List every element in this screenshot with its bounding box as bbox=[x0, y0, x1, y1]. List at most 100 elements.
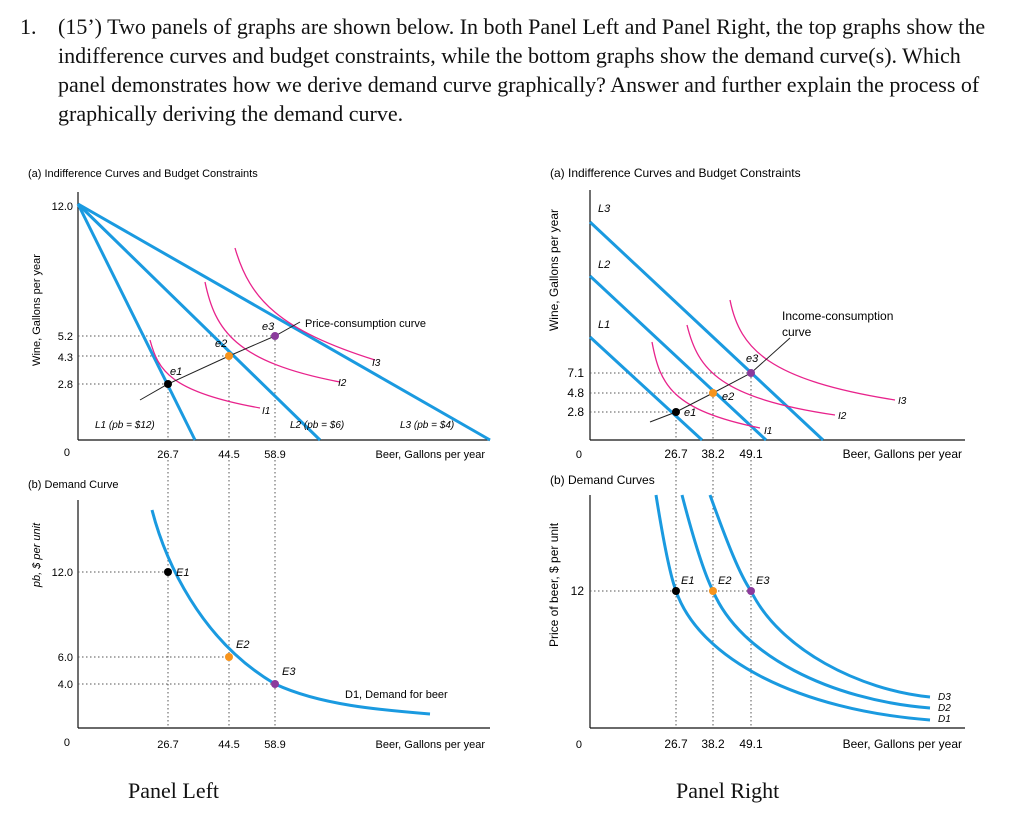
point-e3 bbox=[271, 332, 279, 340]
label-L2: L2 bbox=[598, 259, 610, 271]
label-e2: e2 bbox=[722, 391, 734, 403]
left-top-graph: (a) Indifference Curves and Budget Const… bbox=[28, 168, 491, 461]
label-E2: E2 bbox=[236, 639, 249, 651]
left-bottom-title: (b) Demand Curve bbox=[28, 479, 118, 491]
budget-line-L2 bbox=[588, 274, 768, 442]
left-bottom-xtick-58-9: 58.9 bbox=[264, 739, 285, 751]
label-E2: E2 bbox=[718, 575, 731, 587]
left-bottom-xtick-26-7: 26.7 bbox=[157, 739, 178, 751]
left-bottom-origin: 0 bbox=[64, 737, 70, 749]
right-top-xlabel: Beer, Gallons per year bbox=[843, 447, 962, 461]
left-top-indifference-curves bbox=[149, 247, 376, 409]
label-E1: E1 bbox=[176, 567, 189, 579]
panel-left-caption: Panel Left bbox=[128, 778, 220, 803]
right-bottom-demand-curves bbox=[654, 494, 931, 722]
left-top-ytick-12: 12.0 bbox=[52, 201, 73, 213]
left-top-budget-lines bbox=[76, 202, 491, 442]
left-top-title: (a) Indifference Curves and Budget Const… bbox=[28, 168, 258, 180]
label-I1: I1 bbox=[262, 406, 270, 417]
label-demand-D1: D1, Demand for beer bbox=[345, 689, 448, 701]
point-E2 bbox=[709, 587, 717, 595]
point-E3 bbox=[271, 680, 279, 688]
right-top-ytick-4-8: 4.8 bbox=[567, 386, 584, 400]
right-top-xtick-49-1: 49.1 bbox=[739, 447, 763, 461]
label-icc-line1: Income-consumption bbox=[782, 309, 893, 323]
indifference-curve-I3 bbox=[234, 247, 376, 361]
right-bottom-xlabel: Beer, Gallons per year bbox=[843, 737, 962, 751]
demand-curve-D3 bbox=[708, 494, 931, 699]
left-bottom-ylabel: pb, $ per unit bbox=[31, 522, 43, 588]
label-I2: I2 bbox=[838, 411, 847, 422]
question-number: 1. bbox=[20, 14, 37, 39]
right-top-graph: (a) Indifference Curves and Budget Const… bbox=[547, 166, 965, 461]
left-bottom-ytick-6: 6.0 bbox=[58, 652, 73, 664]
budget-line-L1 bbox=[76, 203, 197, 441]
right-top-ytick-7-1: 7.1 bbox=[567, 366, 584, 380]
label-D2: D2 bbox=[938, 703, 951, 714]
left-top-xtick-58-9: 58.9 bbox=[264, 449, 285, 461]
budget-line-L2 bbox=[76, 202, 322, 442]
left-top-ytick-5-2: 5.2 bbox=[58, 331, 73, 343]
label-e3: e3 bbox=[746, 353, 759, 365]
left-top-ylabel: Wine, Gallons per year bbox=[31, 254, 43, 366]
budget-line-L3 bbox=[588, 220, 825, 442]
point-E2 bbox=[225, 653, 233, 661]
label-L3: L3 bbox=[598, 203, 611, 215]
label-D1: D1 bbox=[938, 714, 951, 725]
left-bottom-xlabel: Beer, Gallons per year bbox=[376, 739, 486, 751]
right-top-title: (a) Indifference Curves and Budget Const… bbox=[550, 166, 801, 180]
label-I1: I1 bbox=[764, 426, 772, 437]
indifference-curve-I2 bbox=[204, 281, 341, 383]
left-top-ytick-2-8: 2.8 bbox=[58, 379, 73, 391]
label-L1: L1 bbox=[598, 319, 610, 331]
right-top-xtick-26-7: 26.7 bbox=[664, 447, 688, 461]
label-E3: E3 bbox=[282, 666, 296, 678]
demand-curve-D1 bbox=[654, 494, 931, 722]
indifference-curve-I3 bbox=[729, 299, 896, 401]
left-bottom-xtick-44-5: 44.5 bbox=[218, 739, 239, 751]
label-I2: I2 bbox=[338, 378, 347, 389]
point-E1 bbox=[164, 568, 172, 576]
label-L3: L3 (pb = $4) bbox=[400, 420, 454, 431]
left-top-xlabel: Beer, Gallons per year bbox=[376, 449, 486, 461]
indifference-curve-I2 bbox=[686, 324, 836, 416]
point-e1 bbox=[164, 380, 172, 388]
right-top-indifference-curves bbox=[651, 299, 896, 429]
label-D3: D3 bbox=[938, 692, 951, 703]
right-top-xtick-38-2: 38.2 bbox=[701, 447, 725, 461]
right-bottom-guides bbox=[590, 460, 752, 728]
point-e2 bbox=[709, 389, 717, 397]
question: 1. (15’) Two panels of graphs are shown … bbox=[20, 12, 1010, 128]
right-top-ylabel: Wine, Gallons per year bbox=[547, 209, 561, 331]
point-E1 bbox=[672, 587, 680, 595]
budget-line-L1 bbox=[588, 335, 704, 442]
label-icc-line2: curve bbox=[782, 325, 812, 339]
label-e1: e1 bbox=[170, 366, 182, 378]
right-top-ytick-2-8: 2.8 bbox=[567, 405, 584, 419]
label-I3: I3 bbox=[372, 358, 381, 369]
left-top-guides bbox=[78, 335, 276, 440]
label-L1: L1 (pb = $12) bbox=[95, 420, 155, 431]
label-e1: e1 bbox=[684, 407, 696, 419]
point-e2 bbox=[225, 352, 233, 360]
point-e3 bbox=[747, 369, 755, 377]
left-bottom-graph: (b) Demand Curve pb, $ per unit 0 12.0 6… bbox=[28, 460, 490, 751]
right-bottom-xtick-38-2: 38.2 bbox=[701, 737, 725, 751]
point-E3 bbox=[747, 587, 755, 595]
left-top-xtick-44-5: 44.5 bbox=[218, 449, 239, 461]
demand-curve-D1 bbox=[150, 509, 431, 716]
panel-right-caption: Panel Right bbox=[676, 778, 780, 803]
right-bottom-ylabel: Price of beer, $ per unit bbox=[547, 522, 561, 647]
question-text: (15’) Two panels of graphs are shown bel… bbox=[58, 14, 986, 126]
left-bottom-ytick-4: 4.0 bbox=[58, 679, 73, 691]
right-bottom-xtick-26-7: 26.7 bbox=[664, 737, 688, 751]
right-bottom-xtick-49-1: 49.1 bbox=[739, 737, 763, 751]
left-top-origin: 0 bbox=[64, 447, 70, 459]
demand-curve-D2 bbox=[680, 494, 931, 710]
label-I3: I3 bbox=[898, 396, 907, 407]
label-L2: L2 (pb = $6) bbox=[290, 420, 344, 431]
budget-line-L3 bbox=[77, 202, 491, 442]
left-bottom-ytick-12: 12.0 bbox=[52, 567, 73, 579]
right-bottom-ytick-12: 12 bbox=[571, 584, 585, 598]
